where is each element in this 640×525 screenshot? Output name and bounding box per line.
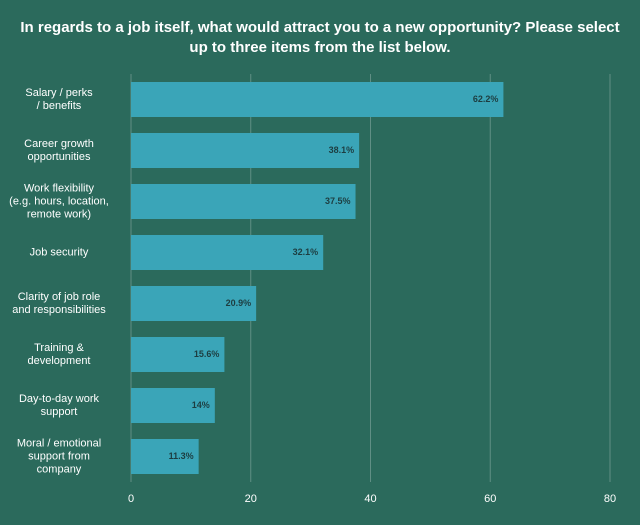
x-tick-label: 40 xyxy=(364,493,376,505)
value-label: 14% xyxy=(192,400,210,410)
y-tick-label: Clarity of job role and responsibilities xyxy=(12,290,106,316)
x-tick-label: 80 xyxy=(604,493,616,505)
y-tick-label: Job security xyxy=(29,246,89,258)
bar xyxy=(131,133,360,168)
value-label: 62.2% xyxy=(473,94,499,104)
y-tick-label: Day-to-day work support xyxy=(18,392,100,418)
y-tick-label: Work flexibility (e.g. hours, location, … xyxy=(9,182,109,220)
value-label: 15.6% xyxy=(194,349,220,359)
x-tick-label: 60 xyxy=(484,493,496,505)
y-tick-label: Moral / emotional support from company xyxy=(16,437,102,475)
value-label: 37.5% xyxy=(325,196,351,206)
x-tick-label: 20 xyxy=(245,493,257,505)
value-label: 11.3% xyxy=(169,451,194,461)
bar xyxy=(131,337,225,372)
y-tick-label: Salary / perks / benefits xyxy=(25,86,93,112)
chart-title: In regards to a job itself, what would a… xyxy=(20,19,620,56)
bar xyxy=(131,388,215,423)
bar xyxy=(131,184,356,219)
y-tick-label: Career growth opportunities xyxy=(24,137,94,163)
bar xyxy=(131,82,504,117)
y-tick-label: Training & development xyxy=(27,341,91,367)
bar xyxy=(131,439,199,474)
value-label: 32.1% xyxy=(293,247,319,257)
x-tick-label: 0 xyxy=(128,493,134,505)
value-label: 20.9% xyxy=(226,298,252,308)
value-label: 38.1% xyxy=(329,145,355,155)
bar xyxy=(131,235,324,270)
bar xyxy=(131,286,257,321)
